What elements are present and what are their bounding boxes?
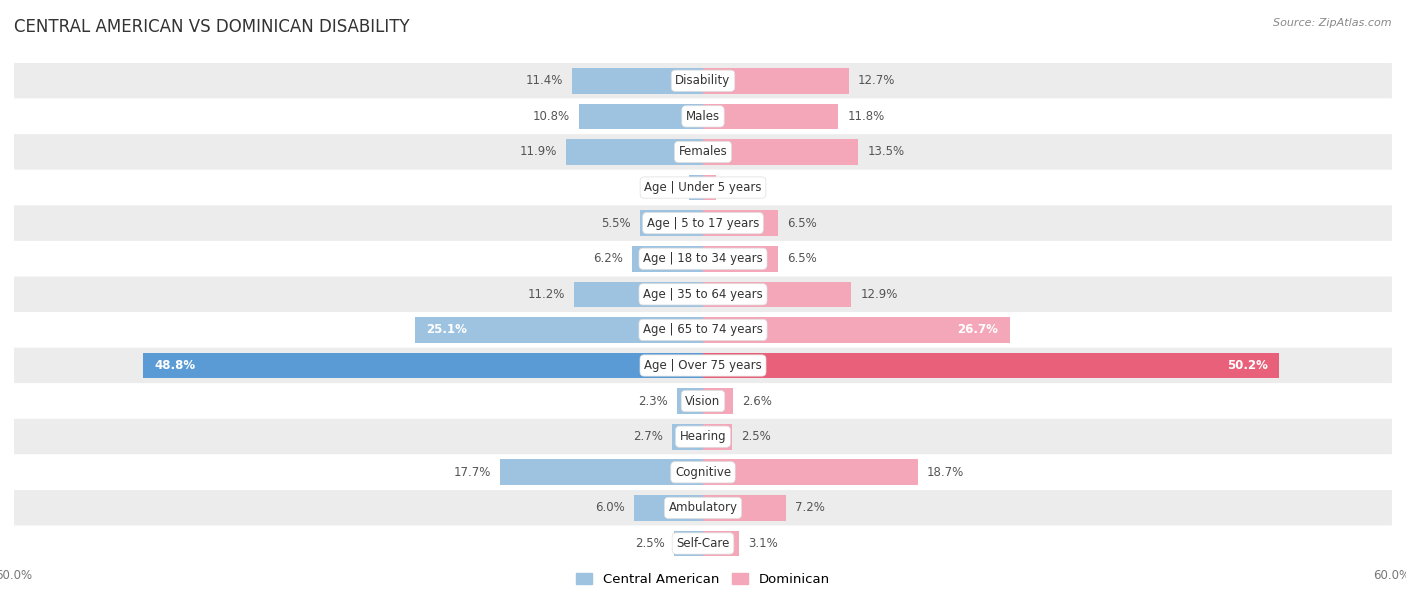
- Text: 11.4%: 11.4%: [526, 74, 562, 88]
- Bar: [579, 103, 703, 129]
- Bar: [703, 531, 738, 556]
- Text: 6.5%: 6.5%: [787, 252, 817, 265]
- Text: 11.9%: 11.9%: [520, 146, 557, 159]
- FancyBboxPatch shape: [14, 490, 1392, 526]
- Text: 12.7%: 12.7%: [858, 74, 896, 88]
- Bar: [703, 424, 731, 449]
- Text: 25.1%: 25.1%: [426, 323, 467, 337]
- Text: 7.2%: 7.2%: [794, 501, 825, 514]
- Text: 6.5%: 6.5%: [787, 217, 817, 230]
- Text: 26.7%: 26.7%: [957, 323, 998, 337]
- Text: 2.5%: 2.5%: [636, 537, 665, 550]
- Bar: [703, 175, 716, 200]
- Bar: [142, 353, 703, 378]
- Bar: [640, 211, 703, 236]
- Text: 10.8%: 10.8%: [533, 110, 569, 123]
- Text: 2.5%: 2.5%: [741, 430, 770, 443]
- Text: Self-Care: Self-Care: [676, 537, 730, 550]
- Text: 1.2%: 1.2%: [650, 181, 681, 194]
- Legend: Central American, Dominican: Central American, Dominican: [571, 568, 835, 592]
- Text: Males: Males: [686, 110, 720, 123]
- Bar: [703, 211, 778, 236]
- Bar: [634, 495, 703, 521]
- Bar: [703, 388, 733, 414]
- Text: Disability: Disability: [675, 74, 731, 88]
- Bar: [703, 495, 786, 521]
- Bar: [567, 139, 703, 165]
- Text: 50.2%: 50.2%: [1227, 359, 1268, 372]
- FancyBboxPatch shape: [14, 455, 1392, 490]
- Text: 11.2%: 11.2%: [527, 288, 565, 301]
- FancyBboxPatch shape: [14, 241, 1392, 277]
- Text: Age | Over 75 years: Age | Over 75 years: [644, 359, 762, 372]
- Text: Ambulatory: Ambulatory: [668, 501, 738, 514]
- FancyBboxPatch shape: [14, 206, 1392, 241]
- Bar: [689, 175, 703, 200]
- Bar: [703, 353, 1279, 378]
- Text: Source: ZipAtlas.com: Source: ZipAtlas.com: [1274, 18, 1392, 28]
- Text: 11.8%: 11.8%: [848, 110, 884, 123]
- FancyBboxPatch shape: [14, 170, 1392, 206]
- Text: 1.1%: 1.1%: [725, 181, 755, 194]
- Text: 6.2%: 6.2%: [593, 252, 623, 265]
- FancyBboxPatch shape: [14, 383, 1392, 419]
- Text: 3.1%: 3.1%: [748, 537, 778, 550]
- Bar: [703, 246, 778, 272]
- Bar: [575, 282, 703, 307]
- Text: 18.7%: 18.7%: [927, 466, 965, 479]
- Bar: [572, 68, 703, 94]
- Text: 2.6%: 2.6%: [742, 395, 772, 408]
- Text: Age | Under 5 years: Age | Under 5 years: [644, 181, 762, 194]
- Text: Age | 5 to 17 years: Age | 5 to 17 years: [647, 217, 759, 230]
- FancyBboxPatch shape: [14, 134, 1392, 170]
- Bar: [703, 139, 858, 165]
- Bar: [415, 317, 703, 343]
- FancyBboxPatch shape: [14, 99, 1392, 134]
- Bar: [703, 460, 918, 485]
- FancyBboxPatch shape: [14, 348, 1392, 383]
- Text: 48.8%: 48.8%: [155, 359, 195, 372]
- Text: Age | 65 to 74 years: Age | 65 to 74 years: [643, 323, 763, 337]
- Text: Females: Females: [679, 146, 727, 159]
- Bar: [675, 531, 703, 556]
- Text: Age | 35 to 64 years: Age | 35 to 64 years: [643, 288, 763, 301]
- Text: Hearing: Hearing: [679, 430, 727, 443]
- Text: Cognitive: Cognitive: [675, 466, 731, 479]
- Text: 17.7%: 17.7%: [453, 466, 491, 479]
- FancyBboxPatch shape: [14, 312, 1392, 348]
- FancyBboxPatch shape: [14, 63, 1392, 99]
- Text: 6.0%: 6.0%: [595, 501, 624, 514]
- Bar: [703, 68, 849, 94]
- Bar: [703, 317, 1010, 343]
- Bar: [499, 460, 703, 485]
- Bar: [676, 388, 703, 414]
- Bar: [672, 424, 703, 449]
- FancyBboxPatch shape: [14, 277, 1392, 312]
- Text: 2.7%: 2.7%: [633, 430, 662, 443]
- FancyBboxPatch shape: [14, 526, 1392, 561]
- Bar: [703, 103, 838, 129]
- Text: CENTRAL AMERICAN VS DOMINICAN DISABILITY: CENTRAL AMERICAN VS DOMINICAN DISABILITY: [14, 18, 409, 36]
- Bar: [631, 246, 703, 272]
- FancyBboxPatch shape: [14, 419, 1392, 455]
- Text: 5.5%: 5.5%: [600, 217, 631, 230]
- Text: 12.9%: 12.9%: [860, 288, 897, 301]
- Text: 2.3%: 2.3%: [638, 395, 668, 408]
- Text: Vision: Vision: [685, 395, 721, 408]
- Bar: [703, 282, 851, 307]
- Text: 13.5%: 13.5%: [868, 146, 904, 159]
- Text: Age | 18 to 34 years: Age | 18 to 34 years: [643, 252, 763, 265]
